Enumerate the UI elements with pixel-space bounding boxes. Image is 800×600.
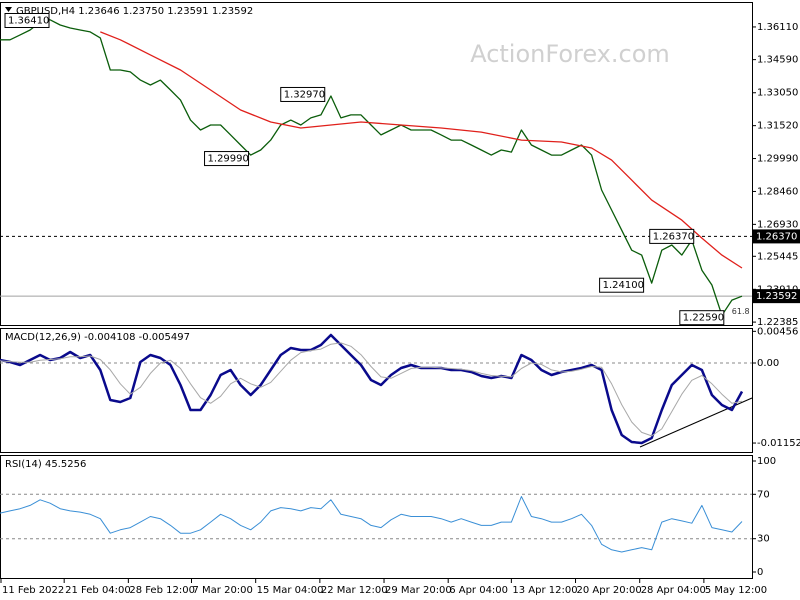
annotation-box	[280, 86, 326, 102]
watermark: ActionForex.com	[470, 40, 670, 68]
annotation-label: 1.29990	[208, 154, 249, 165]
y-tick-label: 0.00	[757, 358, 779, 369]
x-tick-label: 29 Mar 20:00	[385, 585, 452, 596]
annotation-box	[204, 151, 250, 167]
x-tick-label: 21 Feb 04:00	[65, 585, 131, 596]
pane-border	[0, 2, 753, 326]
series-line	[0, 19, 743, 316]
x-tick-label: 28 Feb 12:00	[129, 585, 195, 596]
pane-title: MACD(12,26,9) -0.004108 -0.005497	[5, 332, 190, 343]
price-label-box	[753, 229, 800, 244]
y-tick-label: 70	[757, 489, 770, 500]
x-tick-label: 6 Apr 04:00	[449, 585, 508, 596]
x-tick-label: 20 Apr 20:00	[577, 585, 642, 596]
pane-title: GBPUSD,H4 1.23646 1.23750 1.23591 1.2359…	[16, 6, 253, 17]
annotation-box	[4, 12, 50, 28]
annotation-label: 1.22590	[683, 313, 724, 324]
series-line	[100, 31, 743, 269]
price-label: 1.23592	[756, 291, 797, 302]
y-tick-label: 30	[757, 534, 770, 545]
x-tick-label: 11 Feb 2022	[2, 585, 64, 596]
fib-label: 61.8	[732, 307, 750, 316]
pane-title: RSI(14) 45.5256	[5, 459, 86, 470]
y-tick-label: 1.22385	[757, 317, 798, 328]
y-tick-label: 1.25445	[757, 251, 798, 262]
pane-border	[0, 328, 753, 453]
y-tick-label: -0.011529	[757, 438, 800, 449]
series-line	[0, 333, 744, 445]
x-tick-label: 15 Mar 04:00	[257, 585, 324, 596]
annotation-box	[649, 228, 695, 244]
y-tick-label: 100	[757, 456, 776, 467]
annotation-box	[599, 277, 645, 293]
y-tick-label: 1.26930	[757, 219, 798, 230]
annotation-label: 1.24100	[603, 280, 644, 291]
pane-border	[0, 455, 753, 579]
x-tick-label: 22 Mar 12:00	[321, 585, 388, 596]
y-tick-label: 0	[757, 567, 763, 578]
price-label: 1.26370	[756, 231, 797, 242]
y-tick-label: 1.34590	[757, 55, 798, 66]
series-line	[0, 496, 743, 553]
annotation-label: 1.26370	[653, 231, 694, 242]
x-tick-label: 13 Apr 12:00	[512, 585, 577, 596]
y-tick-label: 1.29990	[757, 154, 798, 165]
y-tick-label: 0.00456	[757, 326, 798, 337]
x-tick-label: 28 Apr 04:00	[641, 585, 706, 596]
annotation-label: 1.32970	[284, 89, 325, 100]
title-marker	[5, 7, 12, 12]
y-tick-label: 1.31520	[757, 121, 798, 132]
y-tick-label: 1.33050	[757, 88, 798, 99]
x-tick-label: 5 May 12:00	[705, 585, 767, 596]
y-tick-label: 1.28460	[757, 186, 798, 197]
x-tick-label: 7 Mar 20:00	[193, 585, 253, 596]
price-label-box	[753, 289, 800, 304]
annotation-box	[679, 310, 725, 326]
y-tick-label: 1.36110	[757, 22, 798, 33]
annotation-label: 1.36410	[8, 15, 49, 26]
series-line	[0, 342, 743, 437]
